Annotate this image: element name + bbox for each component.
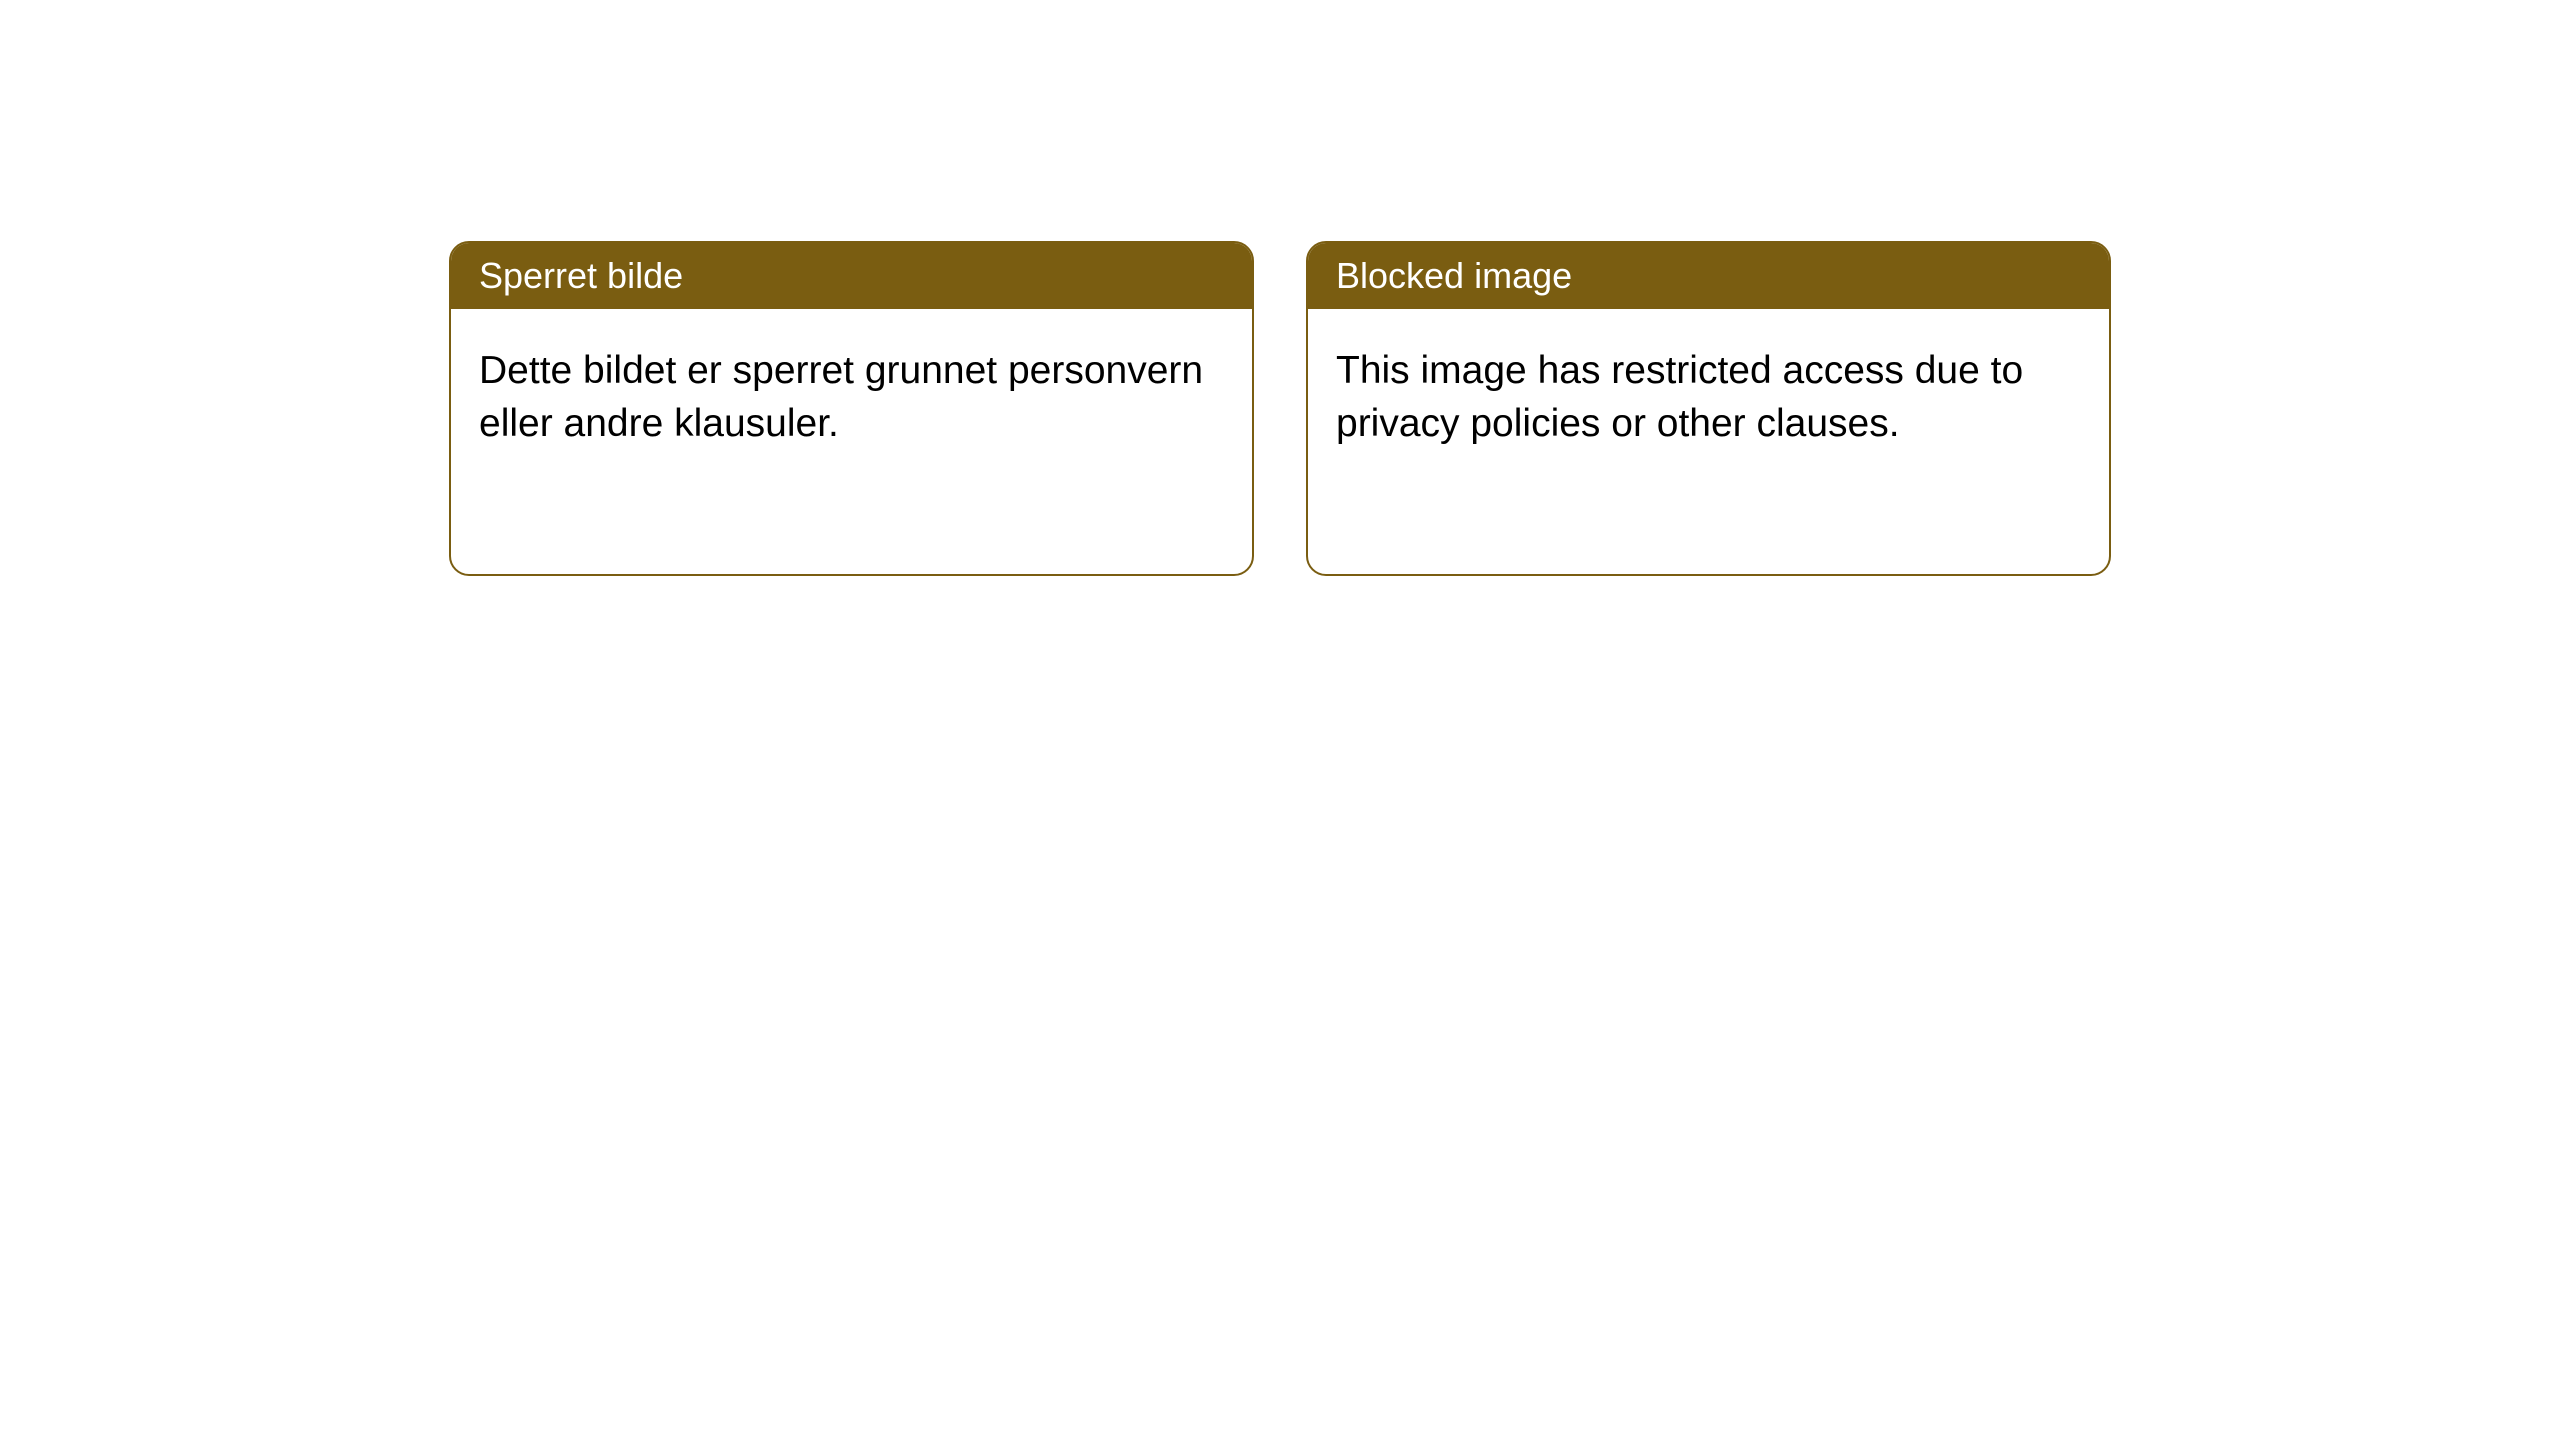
notice-card-english: Blocked image This image has restricted … <box>1306 241 2111 576</box>
card-body-text: Dette bildet er sperret grunnet personve… <box>451 309 1252 486</box>
notice-container: Sperret bilde Dette bildet er sperret gr… <box>449 241 2111 576</box>
card-body-text: This image has restricted access due to … <box>1308 309 2109 486</box>
card-title: Blocked image <box>1308 243 2109 309</box>
card-title: Sperret bilde <box>451 243 1252 309</box>
notice-card-norwegian: Sperret bilde Dette bildet er sperret gr… <box>449 241 1254 576</box>
